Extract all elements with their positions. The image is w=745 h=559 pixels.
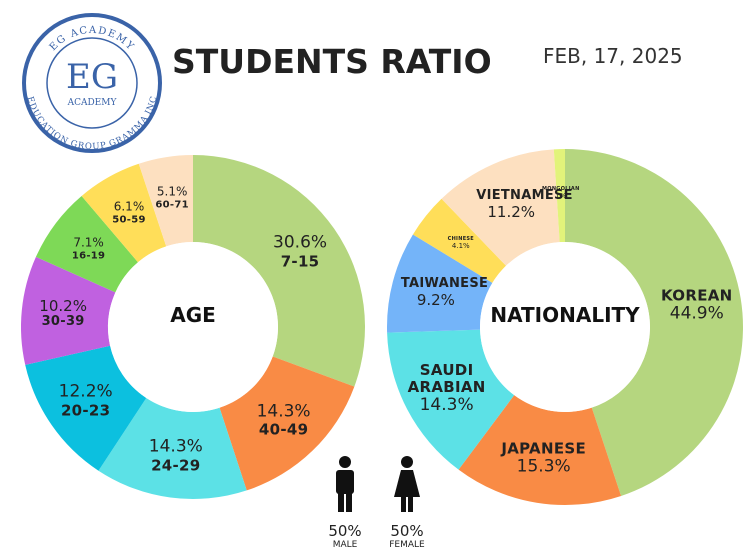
category-label: 30-39 xyxy=(41,314,85,330)
segment-label: 14.3% 24-29 xyxy=(131,436,221,475)
segment-label: 12.2% 20-23 xyxy=(41,381,131,420)
value-label: 7.1% xyxy=(73,235,104,250)
title: STUDENTS RATIO xyxy=(172,42,492,81)
segment xyxy=(81,163,167,263)
category-label: 24-29 xyxy=(151,456,201,475)
value-label: 4.1% xyxy=(451,242,470,251)
category-label: 20-23 xyxy=(60,401,111,420)
value-label: 14.3% xyxy=(148,436,203,457)
value-label: 1% xyxy=(555,192,567,201)
segment-label: 5.1% 60-71 xyxy=(137,184,207,211)
male-share: 50% xyxy=(328,522,362,540)
segment-label: TAIWANESE 9.2% xyxy=(400,275,489,309)
segment xyxy=(20,256,116,365)
segment xyxy=(138,155,193,247)
logo: EG ACADEMY EDUCATION GROUP GRAMMA INC EG… xyxy=(22,13,162,153)
segment xyxy=(219,356,355,491)
segment-label: 6.1% 50-59 xyxy=(94,199,164,226)
category-label: JAPANESE xyxy=(501,439,587,458)
segment-label: 10.2% 30-39 xyxy=(28,297,98,330)
donut-hole xyxy=(480,242,650,412)
segment xyxy=(98,398,247,500)
segment xyxy=(553,149,565,243)
segment xyxy=(35,195,138,293)
segment-label: MONGOLIAN 1% xyxy=(536,185,586,201)
segment-label: JAPANESE 15.3% xyxy=(499,440,589,477)
value-label: 14.3% xyxy=(256,401,311,422)
value-label: 5.1% xyxy=(156,184,188,199)
segment-label: KOREAN 44.9% xyxy=(652,287,742,324)
male-label: MALE xyxy=(332,540,358,550)
category-label: TAIWANESE xyxy=(400,275,489,291)
segment xyxy=(193,155,365,387)
segment-label: 7.1% 16-19 xyxy=(54,235,124,261)
category-label: 16-19 xyxy=(71,249,106,261)
female-icon xyxy=(394,456,420,512)
value-label: 44.9% xyxy=(669,303,724,324)
donut-hole xyxy=(108,242,278,412)
value-label: 6.1% xyxy=(113,199,145,214)
donut-center-label: NATIONALITY xyxy=(490,303,640,327)
female-share: 50% xyxy=(390,522,424,540)
category-label: CHINESE xyxy=(447,235,475,242)
category-label: SAUDI ARABIAN xyxy=(407,360,486,396)
value-label: 10.2% xyxy=(39,297,87,315)
category-label: 40-49 xyxy=(258,421,309,440)
segment xyxy=(441,149,560,266)
value-label: 12.2% xyxy=(58,381,113,402)
donut-center-label: AGE xyxy=(170,303,216,327)
category-label: 7-15 xyxy=(280,252,320,271)
male-icon xyxy=(336,456,354,512)
logo-mark: EG xyxy=(66,57,118,97)
segment xyxy=(386,234,493,333)
segment-label: SAUDI ARABIAN 14.3% xyxy=(402,360,492,416)
category-label: 60-71 xyxy=(155,199,189,211)
segment xyxy=(565,149,744,496)
date: FEB, 17, 2025 xyxy=(543,44,683,68)
value-label: 30.6% xyxy=(273,232,328,253)
category-label: KOREAN xyxy=(661,286,733,305)
segment xyxy=(412,198,507,283)
segment xyxy=(25,345,147,471)
segment-label: 14.3% 40-49 xyxy=(239,401,329,440)
value-label: 15.3% xyxy=(516,456,571,477)
female-label: FEMALE xyxy=(389,540,425,550)
category-label: MONGOLIAN xyxy=(542,185,580,192)
value-label: 11.2% xyxy=(487,202,536,221)
value-label: 9.2% xyxy=(416,290,455,309)
segment-label: CHINESE 4.1% xyxy=(436,235,486,251)
segment xyxy=(387,329,515,470)
logo-sub: ACADEMY xyxy=(67,98,118,108)
value-label: 14.3% xyxy=(419,395,474,416)
category-label: 50-59 xyxy=(112,214,146,226)
segment xyxy=(458,395,622,505)
segment-label: 30.6% 7-15 xyxy=(255,232,345,271)
